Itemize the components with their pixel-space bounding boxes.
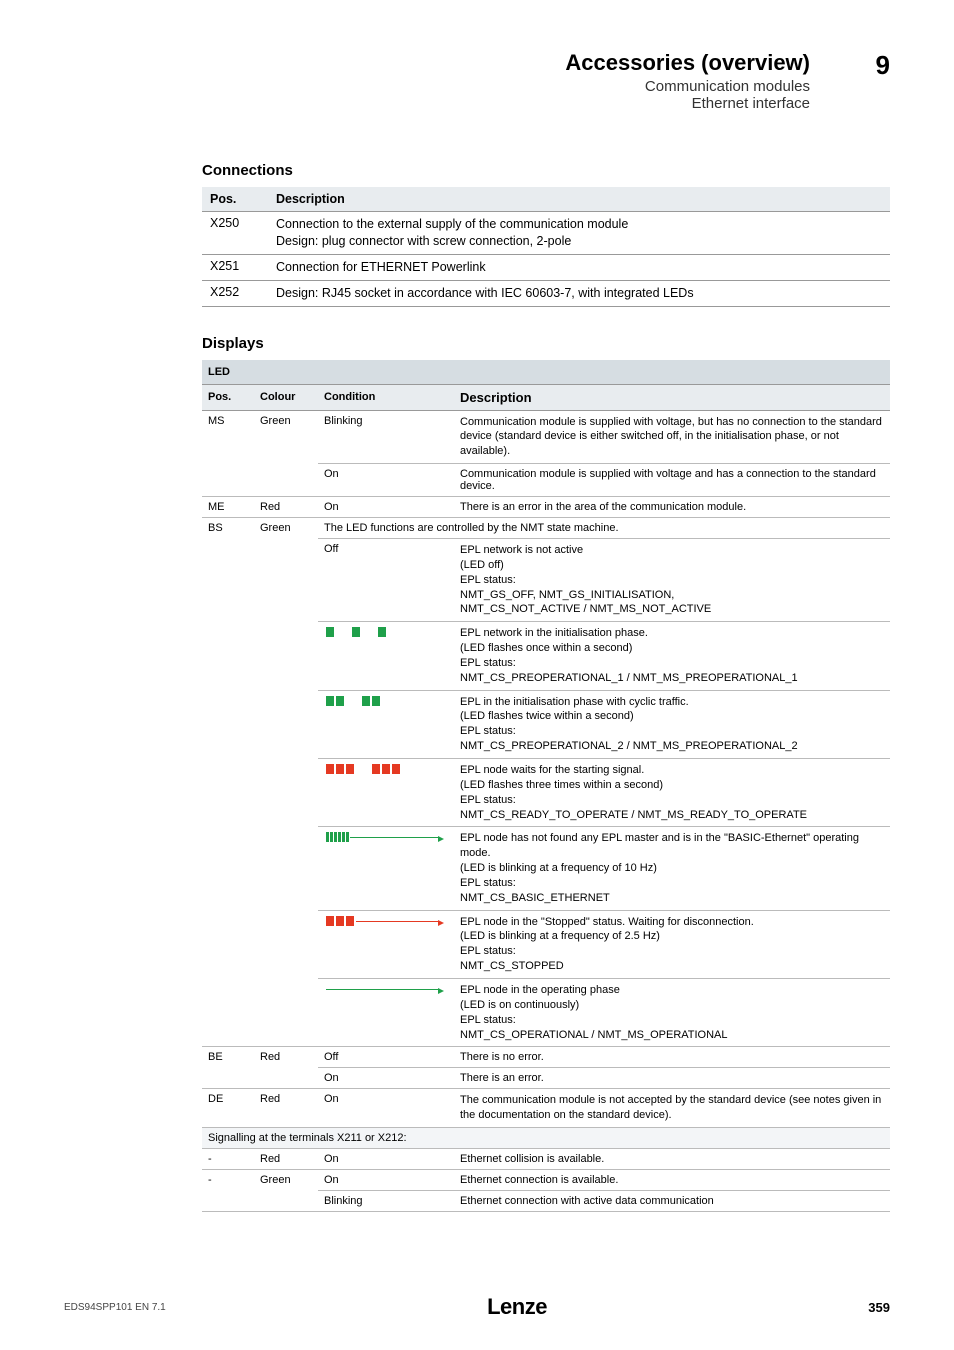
led-desc: EPL node in the operating phase(LED is o…: [454, 978, 890, 1046]
page-footer: EDS94SPP101 EN 7.1 Lenze 359: [64, 1294, 890, 1320]
blink-pattern-icon: [324, 915, 444, 927]
led-pos: BE: [202, 1047, 254, 1089]
blink-pattern-icon: [324, 831, 444, 843]
led-desc: There is no error.: [454, 1047, 890, 1068]
led-colour: Green: [254, 410, 318, 497]
led-desc: EPL node waits for the starting signal.(…: [454, 759, 890, 827]
table-row: DE Red On The communication module is no…: [202, 1089, 890, 1128]
led-header-colour: Colour: [254, 384, 318, 410]
led-cond: On: [318, 1089, 454, 1128]
led-colour: Red: [254, 1149, 318, 1170]
led-colour: Green: [254, 518, 318, 1047]
led-desc: Ethernet collision is available.: [454, 1149, 890, 1170]
table-row: Signalling at the terminals X211 or X212…: [202, 1128, 890, 1149]
led-cond: Off: [318, 1047, 454, 1068]
led-desc: There is an error.: [454, 1068, 890, 1089]
led-cond: On: [318, 464, 454, 497]
footer-page-number: 359: [868, 1300, 890, 1315]
header-subtitle-1: Communication modules: [565, 78, 810, 95]
chapter-number: 9: [866, 50, 890, 81]
led-desc: Ethernet connection with active data com…: [454, 1191, 890, 1212]
conn-pos: X251: [202, 254, 268, 280]
led-header-desc: Description: [454, 384, 890, 410]
led-cond-pattern: [318, 827, 454, 910]
blink-pattern-icon: [324, 763, 444, 775]
led-desc: EPL network is not active(LED off)EPL st…: [454, 539, 890, 622]
led-colour: Red: [254, 1047, 318, 1089]
table-row: X251 Connection for ETHERNET Powerlink: [202, 254, 890, 280]
led-desc: EPL node has not found any EPL master an…: [454, 827, 890, 910]
signalling-header: Signalling at the terminals X211 or X212…: [202, 1128, 890, 1149]
led-table: LED Pos. Colour Condition Description MS…: [202, 360, 890, 1213]
led-desc: EPL node in the "Stopped" status. Waitin…: [454, 910, 890, 978]
blink-pattern-icon: [324, 626, 444, 638]
displays-heading: Displays: [202, 335, 890, 352]
led-cond: Off: [318, 539, 454, 622]
led-desc: EPL network in the initialisation phase.…: [454, 622, 890, 690]
led-pos: DE: [202, 1089, 254, 1128]
led-colour: Red: [254, 497, 318, 518]
footer-doc-id: EDS94SPP101 EN 7.1: [64, 1302, 166, 1313]
led-desc: There is an error in the area of the com…: [454, 497, 890, 518]
header-title: Accessories (overview): [565, 50, 810, 76]
led-group-header-blank: [454, 360, 890, 385]
led-cond-pattern: [318, 622, 454, 690]
led-cond: On: [318, 497, 454, 518]
led-colour: Red: [254, 1089, 318, 1128]
conn-pos: X250: [202, 212, 268, 255]
led-desc: The LED functions are controlled by the …: [318, 518, 890, 539]
led-colour: Green: [254, 1170, 318, 1212]
led-cond-pattern: [318, 910, 454, 978]
led-header-cond: Condition: [318, 384, 454, 410]
connections-table: Pos. Description X250 Connection to the …: [202, 187, 890, 307]
conn-desc: Design: RJ45 socket in accordance with I…: [268, 280, 890, 306]
led-pos: BS: [202, 518, 254, 1047]
led-cond-pattern: [318, 690, 454, 758]
led-desc: Communication module is supplied with vo…: [454, 464, 890, 497]
led-pos: ME: [202, 497, 254, 518]
connections-heading: Connections: [202, 162, 890, 179]
table-row: - Green On Ethernet connection is availa…: [202, 1170, 890, 1191]
led-cond: Blinking: [318, 410, 454, 464]
led-desc: The communication module is not accepted…: [454, 1089, 890, 1128]
led-desc: Communication module is supplied with vo…: [454, 410, 890, 464]
table-row: ME Red On There is an error in the area …: [202, 497, 890, 518]
table-row: - Red On Ethernet collision is available…: [202, 1149, 890, 1170]
table-row: X250 Connection to the external supply o…: [202, 212, 890, 255]
led-desc: Ethernet connection is available.: [454, 1170, 890, 1191]
header-subtitle-2: Ethernet interface: [565, 95, 810, 112]
conn-header-desc: Description: [268, 187, 890, 212]
led-cond-pattern: [318, 759, 454, 827]
led-cond: On: [318, 1068, 454, 1089]
conn-pos: X252: [202, 280, 268, 306]
table-row: MS Green Blinking Communication module i…: [202, 410, 890, 464]
led-cond: On: [318, 1170, 454, 1191]
conn-header-pos: Pos.: [202, 187, 268, 212]
led-cond: On: [318, 1149, 454, 1170]
led-pos: -: [202, 1170, 254, 1212]
page-header: Accessories (overview) Communication mod…: [64, 50, 890, 112]
led-desc: EPL in the initialisation phase with cyc…: [454, 690, 890, 758]
led-cond-pattern: [318, 978, 454, 1046]
blink-pattern-icon: [324, 695, 444, 707]
table-row: X252 Design: RJ45 socket in accordance w…: [202, 280, 890, 306]
led-group-header: LED: [202, 360, 454, 385]
table-row: BS Green The LED functions are controlle…: [202, 518, 890, 539]
conn-desc: Connection for ETHERNET Powerlink: [268, 254, 890, 280]
footer-logo: Lenze: [487, 1294, 547, 1320]
conn-desc: Connection to the external supply of the…: [268, 212, 890, 255]
led-pos: MS: [202, 410, 254, 497]
led-header-pos: Pos.: [202, 384, 254, 410]
led-cond: Blinking: [318, 1191, 454, 1212]
blink-pattern-icon: [324, 983, 444, 995]
table-row: BE Red Off There is no error.: [202, 1047, 890, 1068]
led-pos: -: [202, 1149, 254, 1170]
